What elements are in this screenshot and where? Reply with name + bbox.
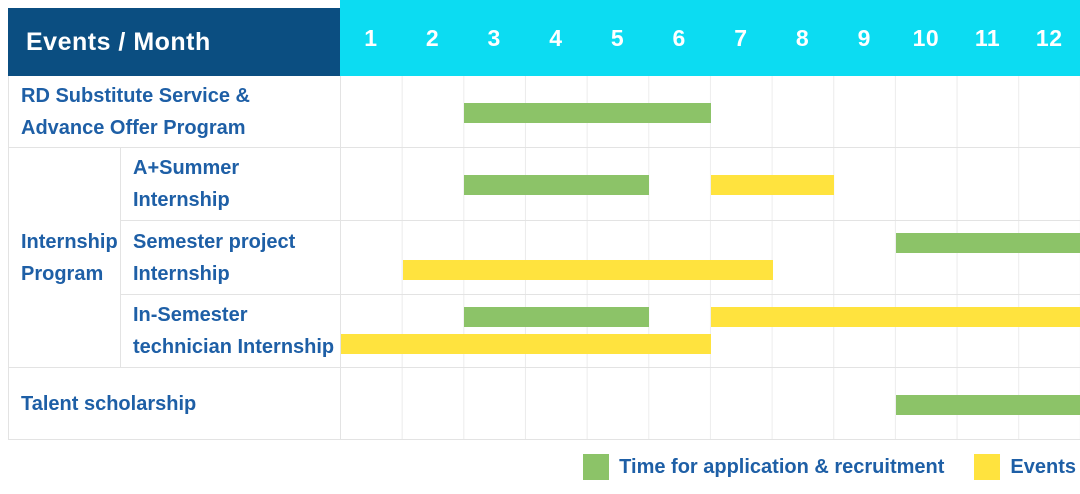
row-label-a-plus-summer: A+Summer Internship — [121, 148, 341, 221]
legend: Time for application & recruitment Event… — [583, 452, 1076, 482]
gantt-body: RD Substitute Service & Advance Offer Pr… — [8, 76, 1080, 440]
group-label-internship-program: Internship Program — [9, 148, 121, 368]
group-label-line: Program — [21, 262, 104, 285]
month-label: 8 — [795, 24, 810, 51]
row-label-line: RD Substitute Service & — [21, 84, 250, 107]
row-label-line: In-Semester — [133, 304, 248, 326]
row-label-line: Internship — [133, 189, 230, 211]
month-label: 1 — [364, 24, 378, 51]
legend-label: Events — [1010, 455, 1076, 478]
month-label: 5 — [610, 24, 625, 51]
group-label-line: Internship — [21, 230, 118, 253]
legend-label: Time for application & recruitment — [619, 455, 945, 478]
gantt-row-area — [341, 295, 1080, 368]
month-label: 12 — [1035, 24, 1063, 51]
gantt-bar-event — [341, 334, 711, 354]
row-label-line: technician Internship — [133, 336, 335, 358]
gantt-bar-event — [711, 175, 835, 195]
gantt-bar-application — [464, 102, 711, 123]
month-label: 10 — [912, 24, 940, 51]
month-label: 2 — [425, 24, 440, 51]
events-month-header: Events / Month — [8, 8, 340, 76]
row-label-rd-substitute: RD Substitute Service & Advance Offer Pr… — [9, 76, 341, 148]
gantt-row-area — [341, 221, 1080, 295]
row-label-line: Talent scholarship — [21, 392, 197, 415]
gantt-bar-application — [464, 175, 650, 195]
row-label-line: Semester project — [133, 230, 296, 253]
months-header: 1 2 3 4 5 6 7 8 9 10 11 12 — [340, 0, 1080, 76]
legend-item-events: Events — [974, 454, 1076, 480]
month-label: 3 — [487, 24, 501, 51]
legend-item-application: Time for application & recruitment — [583, 454, 944, 480]
month-label: 4 — [549, 24, 563, 51]
gantt-bar-application — [464, 307, 650, 327]
row-label-in-semester-technician: In-Semester technician Internship — [121, 295, 341, 368]
row-label-line: Internship — [133, 262, 230, 285]
gantt-row-area — [341, 368, 1080, 440]
events-month-title: Events / Month — [26, 27, 211, 56]
row-label-talent-scholarship: Talent scholarship — [9, 368, 341, 440]
gantt-bar-application — [896, 394, 1080, 415]
gantt-bar-application — [896, 233, 1080, 253]
month-label: 7 — [734, 24, 748, 51]
row-label-line: A+Summer — [133, 157, 240, 179]
month-label: 9 — [857, 24, 871, 51]
row-label-semester-project: Semester project Internship — [121, 221, 341, 295]
gantt-row-area — [341, 148, 1080, 221]
gantt-bar-event — [402, 260, 773, 280]
application-swatch-icon — [583, 454, 610, 480]
events-swatch-icon — [974, 454, 1001, 480]
month-label: 11 — [974, 24, 1001, 51]
gantt-bar-event — [711, 307, 1080, 327]
row-label-line: Advance Offer Program — [21, 116, 246, 139]
gantt-row-area — [341, 76, 1080, 148]
month-label: 6 — [672, 24, 686, 51]
